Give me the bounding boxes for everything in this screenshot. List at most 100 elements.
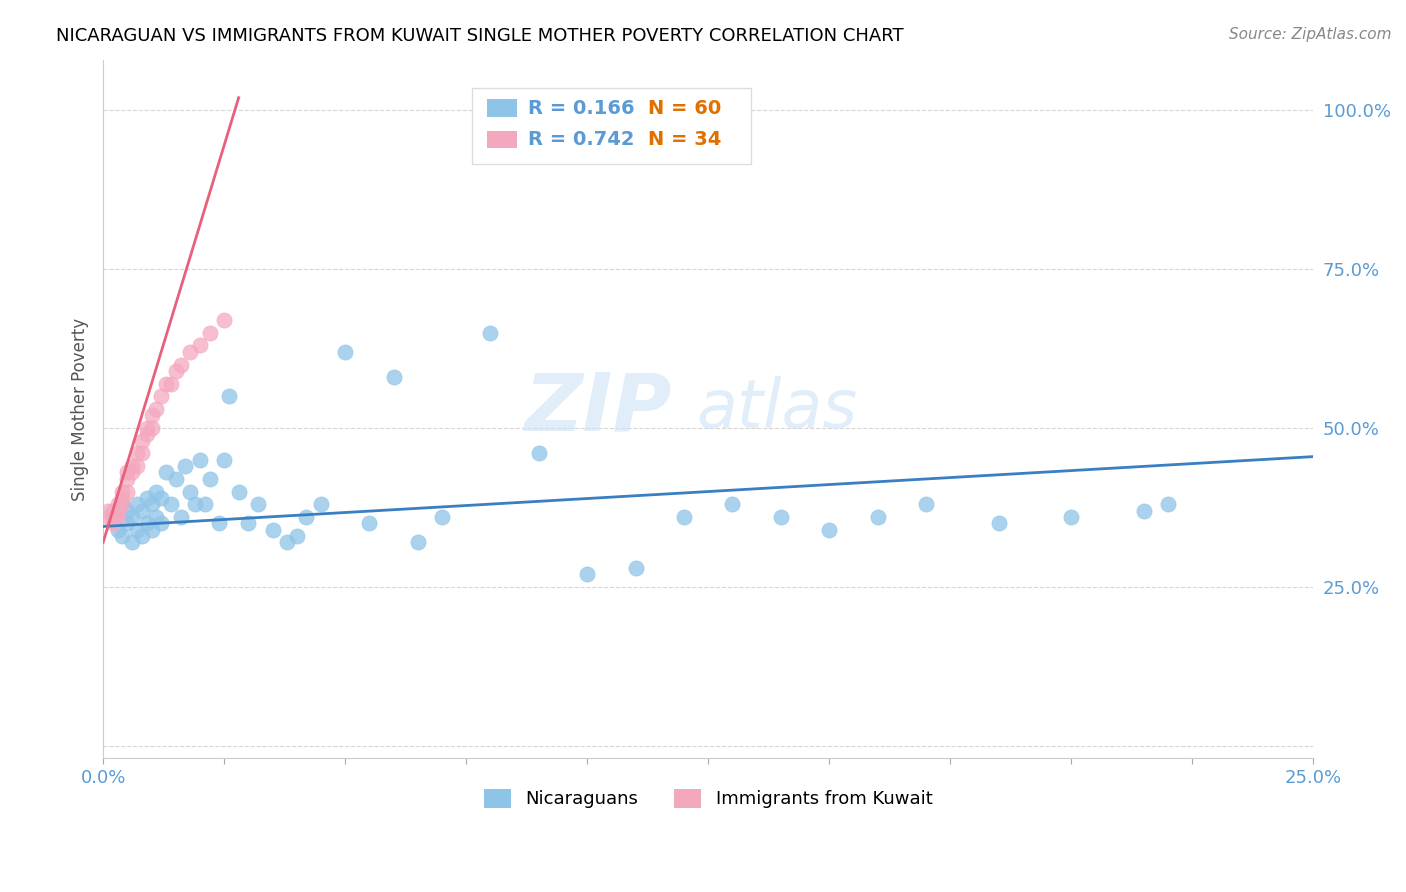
Point <box>101 516 124 531</box>
Point <box>212 452 235 467</box>
Point <box>107 510 129 524</box>
Point <box>624 561 647 575</box>
Point <box>131 446 153 460</box>
Point <box>107 503 129 517</box>
Point <box>769 510 792 524</box>
Point <box>672 510 695 524</box>
Point <box>101 503 124 517</box>
Point <box>111 497 134 511</box>
Point <box>194 497 217 511</box>
Point <box>125 523 148 537</box>
Legend: Nicaraguans, Immigrants from Kuwait: Nicaraguans, Immigrants from Kuwait <box>477 782 939 815</box>
Text: R = 0.742: R = 0.742 <box>527 130 634 150</box>
Text: Source: ZipAtlas.com: Source: ZipAtlas.com <box>1229 27 1392 42</box>
Point <box>179 344 201 359</box>
Point <box>169 510 191 524</box>
Point <box>141 497 163 511</box>
Point <box>101 510 124 524</box>
Point <box>117 516 139 531</box>
Point <box>125 459 148 474</box>
Text: N = 34: N = 34 <box>648 130 721 150</box>
Point <box>359 516 381 531</box>
Point <box>121 535 143 549</box>
Point <box>576 567 599 582</box>
Point <box>121 466 143 480</box>
Point <box>238 516 260 531</box>
Point <box>107 497 129 511</box>
Point <box>818 523 841 537</box>
Point <box>101 510 124 524</box>
Point <box>145 484 167 499</box>
Point <box>1133 503 1156 517</box>
Point <box>218 389 240 403</box>
Point <box>150 491 173 505</box>
Point <box>111 497 134 511</box>
Point <box>135 427 157 442</box>
Point <box>141 523 163 537</box>
Point <box>198 326 221 340</box>
Text: N = 60: N = 60 <box>648 99 721 118</box>
Point <box>97 510 120 524</box>
Point <box>121 459 143 474</box>
Point <box>228 484 250 499</box>
Point <box>262 523 284 537</box>
Point <box>111 491 134 505</box>
Point <box>309 497 332 511</box>
Point <box>169 358 191 372</box>
Point <box>479 326 502 340</box>
Point <box>117 484 139 499</box>
Point <box>285 529 308 543</box>
Point <box>165 472 187 486</box>
Point <box>276 535 298 549</box>
Point <box>915 497 938 511</box>
Point <box>125 497 148 511</box>
Point <box>174 459 197 474</box>
Point <box>208 516 231 531</box>
Point <box>866 510 889 524</box>
Point <box>179 484 201 499</box>
FancyBboxPatch shape <box>486 99 517 117</box>
Point <box>160 497 183 511</box>
Point <box>721 497 744 511</box>
Point <box>987 516 1010 531</box>
Point <box>135 491 157 505</box>
FancyBboxPatch shape <box>486 131 517 148</box>
Point <box>117 503 139 517</box>
Point <box>406 535 429 549</box>
Y-axis label: Single Mother Poverty: Single Mother Poverty <box>72 318 89 500</box>
Point <box>150 516 173 531</box>
Point <box>1157 497 1180 511</box>
Point <box>295 510 318 524</box>
Point <box>145 510 167 524</box>
Point <box>111 529 134 543</box>
Point <box>131 503 153 517</box>
Text: ZIP: ZIP <box>524 370 672 448</box>
Point <box>111 484 134 499</box>
Point <box>107 523 129 537</box>
Point <box>125 446 148 460</box>
Point <box>155 466 177 480</box>
Point <box>135 421 157 435</box>
Point <box>135 516 157 531</box>
Point <box>141 409 163 423</box>
Point <box>527 446 550 460</box>
Point <box>145 401 167 416</box>
Text: atlas: atlas <box>696 376 858 442</box>
Point <box>131 529 153 543</box>
Point <box>212 313 235 327</box>
Point <box>121 510 143 524</box>
Point <box>97 503 120 517</box>
Point <box>1060 510 1083 524</box>
Point <box>430 510 453 524</box>
Point <box>184 497 207 511</box>
Point <box>117 466 139 480</box>
FancyBboxPatch shape <box>472 87 751 164</box>
Point <box>188 338 211 352</box>
Point <box>160 376 183 391</box>
Point <box>131 434 153 448</box>
Point <box>198 472 221 486</box>
Point <box>141 421 163 435</box>
Text: R = 0.166: R = 0.166 <box>527 99 634 118</box>
Point <box>117 472 139 486</box>
Point <box>247 497 270 511</box>
